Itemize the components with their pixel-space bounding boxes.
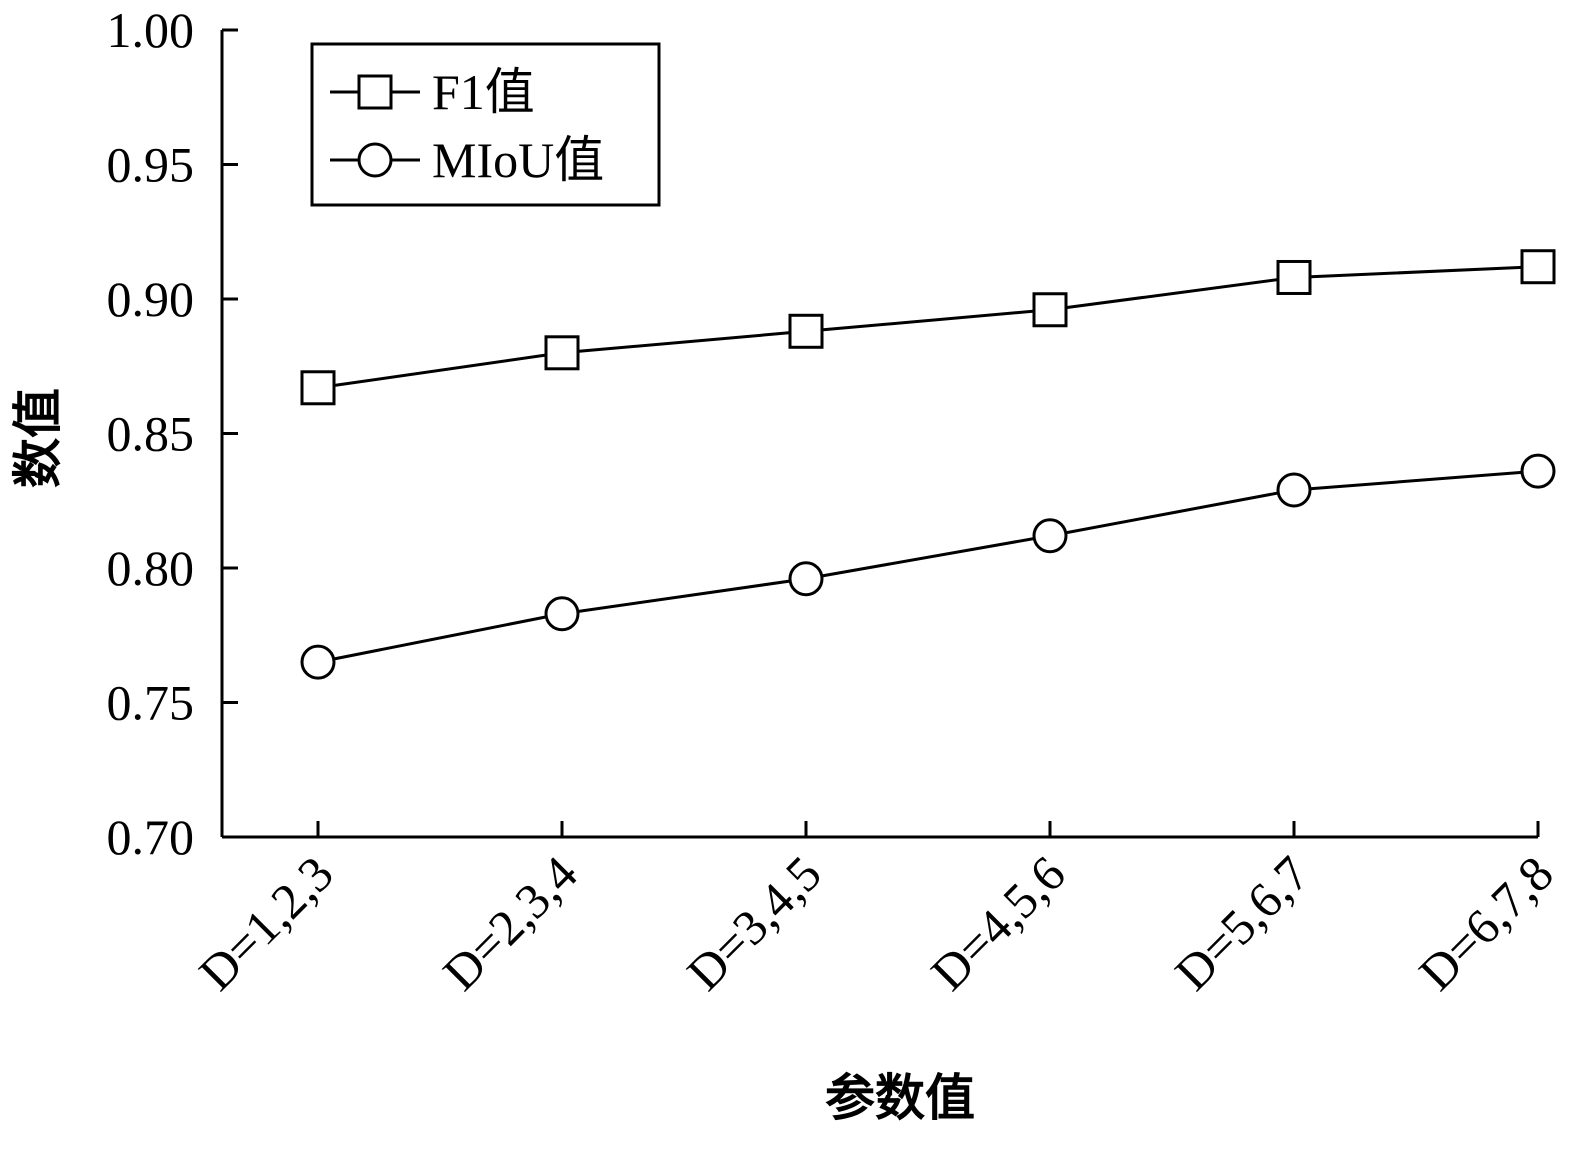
- series-line: [317, 265, 1539, 390]
- series-f1: [300, 249, 1556, 406]
- data-point-square: [300, 370, 336, 406]
- data-point-square: [1276, 259, 1312, 295]
- series-line: [317, 469, 1539, 664]
- x-tick-label: D=2,3,4: [432, 845, 588, 1001]
- y-tick-label: 0.75: [107, 675, 195, 731]
- data-point-circle: [300, 644, 336, 680]
- x-tick-label: D=5,6,7: [1164, 845, 1320, 1001]
- legend-marker-circle: [357, 142, 393, 178]
- x-tick-label: D=1,2,3: [188, 845, 344, 1001]
- data-point-circle: [1032, 518, 1068, 554]
- legend: F1值 MIoU值: [310, 42, 661, 207]
- x-tick-label: D=6,7,8: [1408, 845, 1564, 1001]
- x-tick-label: D=3,4,5: [676, 845, 832, 1001]
- legend-marker-square: [357, 74, 393, 110]
- y-tick-label: 0.95: [107, 137, 195, 193]
- data-point-circle: [1520, 453, 1556, 489]
- data-point-square: [1032, 292, 1068, 328]
- y-tick-label: 0.85: [107, 406, 195, 462]
- series-miou: [300, 453, 1556, 680]
- y-tick-label: 1.00: [107, 2, 195, 58]
- y-tick-label: 0.70: [107, 809, 195, 865]
- series-layer: [300, 249, 1556, 680]
- y-axis-title: 数值: [9, 388, 67, 488]
- x-tick-label: D=4,5,6: [920, 845, 1076, 1001]
- x-axis-title: 参数值: [825, 1069, 975, 1127]
- legend-box: [310, 42, 661, 207]
- data-point-square: [788, 313, 824, 349]
- data-point-circle: [1276, 472, 1312, 508]
- legend-label: MIoU值: [432, 132, 604, 188]
- y-tick-label: 0.90: [107, 271, 195, 327]
- data-point-square: [544, 335, 580, 371]
- data-point-circle: [544, 596, 580, 632]
- y-tick-label: 0.80: [107, 540, 195, 596]
- data-point-circle: [788, 561, 824, 597]
- data-point-square: [1520, 249, 1556, 285]
- legend-label: F1值: [432, 64, 535, 120]
